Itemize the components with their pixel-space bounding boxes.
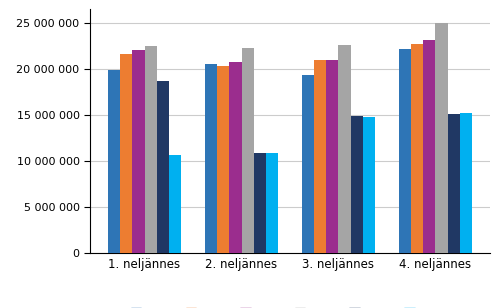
- Bar: [120, 54, 132, 253]
- Bar: [424, 39, 436, 253]
- Bar: [399, 49, 411, 253]
- Bar: [314, 60, 326, 253]
- Bar: [108, 70, 120, 253]
- Bar: [156, 81, 169, 253]
- Bar: [218, 66, 230, 253]
- Bar: [326, 60, 338, 253]
- Bar: [132, 50, 144, 253]
- Bar: [302, 75, 314, 253]
- Bar: [448, 114, 460, 253]
- Bar: [460, 113, 472, 253]
- Bar: [254, 153, 266, 253]
- Legend: 2016, 2017, 2018, 2019, 2020, 2021: 2016, 2017, 2018, 2019, 2020, 2021: [126, 302, 454, 308]
- Bar: [338, 45, 350, 253]
- Bar: [230, 62, 241, 253]
- Bar: [144, 46, 156, 253]
- Bar: [169, 155, 181, 253]
- Bar: [242, 48, 254, 253]
- Bar: [266, 153, 278, 253]
- Bar: [362, 117, 375, 253]
- Bar: [411, 44, 424, 253]
- Bar: [205, 64, 218, 253]
- Bar: [436, 23, 448, 253]
- Bar: [350, 116, 362, 253]
